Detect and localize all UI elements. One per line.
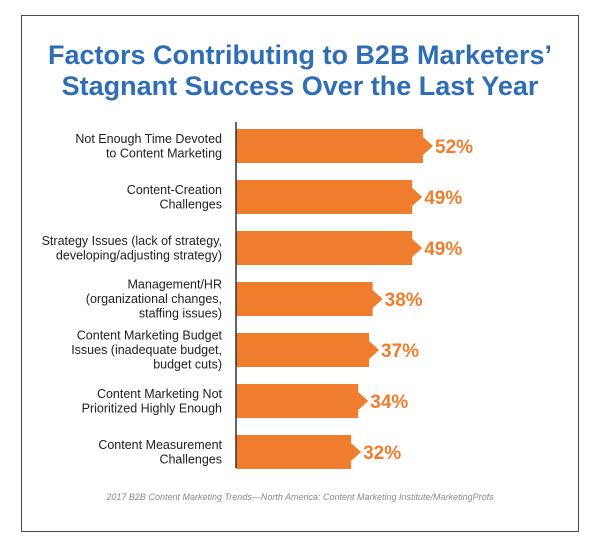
bar-3: [236, 282, 383, 316]
value-label-5: 34%: [370, 392, 408, 413]
value-label-6: 32%: [363, 443, 401, 464]
value-label-0: 52%: [435, 137, 473, 158]
value-label-4: 37%: [381, 341, 419, 362]
category-label-1: Content-Creation Challenges: [127, 183, 222, 212]
bar-2: [236, 231, 423, 265]
category-label-0: Not Enough Time Devoted to Content Market…: [75, 132, 222, 161]
category-label-3: Management/HR (organizational changes, sta…: [86, 278, 222, 321]
bar-4: [236, 333, 380, 367]
category-label-2: Strategy Issues (lack of strategy, develo…: [42, 234, 222, 263]
category-label-4: Content Marketing Budget Issues (inadequa…: [71, 329, 222, 372]
chart-title-line-2: Stagnant Success Over the Last Year: [61, 71, 539, 101]
category-label-6: Content Measurement Challenges: [98, 438, 222, 467]
bar-5: [236, 384, 369, 418]
value-label-3: 38%: [385, 290, 423, 311]
chart-title: Factors Contributing to B2B Marketers’ S…: [21, 40, 579, 102]
bar-0: [236, 129, 433, 163]
chart-title-line-1: Factors Contributing to B2B Marketers’: [47, 40, 553, 70]
category-label-5: Content Marketing Not Prioritized Highly …: [82, 387, 223, 416]
value-label-1: 49%: [424, 188, 462, 209]
value-label-2: 49%: [424, 239, 462, 260]
chart-source: 2017 B2B Content Marketing Trends—North …: [106, 492, 494, 502]
bar-1: [236, 180, 423, 214]
bar-6: [236, 435, 362, 469]
